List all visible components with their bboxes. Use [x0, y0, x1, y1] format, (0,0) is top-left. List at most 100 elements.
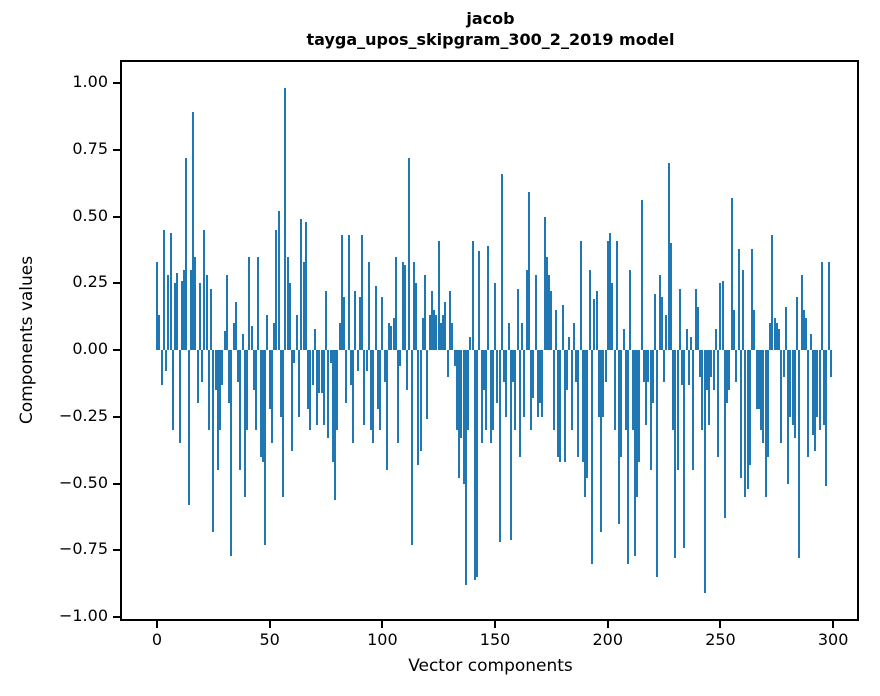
- bar-190: [584, 350, 587, 497]
- bar-6: [169, 232, 172, 350]
- bar-137: [464, 350, 467, 585]
- bar-29: [221, 350, 224, 385]
- bar-5: [167, 275, 170, 350]
- bar-125: [437, 240, 440, 350]
- y-tick-mark-6: [113, 482, 120, 485]
- y-tick-label-5: −0.25: [58, 405, 108, 425]
- bar-252: [723, 350, 726, 519]
- bar-172: [543, 216, 546, 350]
- x-tick-mark-100: [381, 621, 384, 628]
- bar-272: [769, 323, 772, 350]
- bar-276: [778, 328, 781, 350]
- bar-201: [609, 232, 612, 350]
- bar-117: [419, 350, 422, 452]
- bar-173: [545, 256, 548, 350]
- bar-175: [550, 291, 553, 350]
- bar-2: [160, 350, 163, 385]
- bar-54: [277, 211, 280, 350]
- bar-36: [237, 350, 240, 383]
- bar-208: [624, 350, 627, 431]
- bar-287: [802, 309, 805, 350]
- bar-156: [507, 323, 510, 350]
- bar-285: [798, 350, 801, 559]
- bar-161: [518, 350, 521, 457]
- bar-79: [334, 350, 337, 500]
- bar-268: [760, 350, 763, 431]
- bar-128: [444, 301, 447, 350]
- bar-133: [455, 350, 458, 431]
- bar-171: [541, 350, 544, 417]
- bar-262: [746, 350, 749, 489]
- bar-198: [602, 350, 605, 417]
- y-tick-label-2: 0.50: [72, 205, 108, 225]
- bar-44: [255, 350, 258, 431]
- bar-113: [410, 350, 413, 545]
- bar-34: [232, 323, 235, 350]
- bar-206: [620, 350, 623, 457]
- bar-250: [719, 283, 722, 350]
- bar-126: [439, 323, 442, 350]
- bar-297: [825, 350, 828, 487]
- bar-71: [316, 350, 319, 425]
- bar-39: [243, 350, 246, 497]
- bar-294: [818, 350, 821, 431]
- bar-73: [320, 350, 323, 393]
- bar-31: [225, 275, 228, 350]
- bar-91: [361, 235, 364, 350]
- bar-189: [581, 350, 584, 463]
- bar-19: [198, 283, 201, 350]
- bar-142: [476, 350, 479, 577]
- bar-103: [388, 323, 391, 350]
- bar-151: [496, 350, 499, 404]
- bar-46: [259, 350, 262, 457]
- bar-237: [690, 336, 693, 350]
- bar-11: [180, 280, 183, 350]
- bar-181: [563, 350, 566, 463]
- bar-289: [807, 350, 810, 457]
- bar-157: [509, 350, 512, 540]
- bar-291: [811, 350, 814, 436]
- bar-233: [681, 350, 684, 385]
- bar-163: [523, 350, 526, 417]
- bar-135: [460, 350, 463, 439]
- bar-263: [748, 350, 751, 465]
- bar-102: [385, 350, 388, 471]
- y-tick-label-3: 0.25: [72, 272, 108, 292]
- bar-131: [451, 323, 454, 350]
- bar-124: [435, 315, 438, 350]
- bar-107: [397, 350, 400, 444]
- y-tick-mark-2: [113, 215, 120, 218]
- bar-194: [593, 299, 596, 350]
- y-tick-label-8: −1.00: [58, 606, 108, 625]
- bar-283: [793, 350, 796, 439]
- x-tick-label-100: 100: [367, 630, 398, 649]
- bar-136: [462, 350, 465, 484]
- bar-87: [352, 350, 355, 444]
- bar-238: [692, 350, 695, 471]
- bar-14: [187, 350, 190, 505]
- bar-28: [219, 350, 222, 431]
- bar-60: [291, 350, 294, 452]
- bar-256: [732, 309, 735, 350]
- bar-57: [284, 88, 287, 350]
- bar-81: [338, 323, 341, 350]
- bar-90: [358, 296, 361, 350]
- bar-48: [264, 350, 267, 545]
- bar-56: [282, 350, 285, 497]
- x-tick-mark-200: [606, 621, 609, 628]
- bar-152: [498, 350, 501, 543]
- bar-138: [467, 350, 470, 431]
- bar-165: [527, 192, 530, 350]
- bar-298: [827, 261, 830, 350]
- bar-1: [158, 315, 161, 350]
- bar-146: [485, 350, 488, 431]
- bar-218: [647, 350, 650, 383]
- bar-248: [714, 328, 717, 350]
- bar-108: [399, 350, 402, 367]
- bar-236: [687, 350, 690, 385]
- bar-214: [638, 350, 641, 463]
- bar-122: [430, 291, 433, 350]
- chart-title-line1: jacob: [466, 9, 515, 28]
- bar-261: [744, 350, 747, 497]
- bar-168: [534, 275, 537, 350]
